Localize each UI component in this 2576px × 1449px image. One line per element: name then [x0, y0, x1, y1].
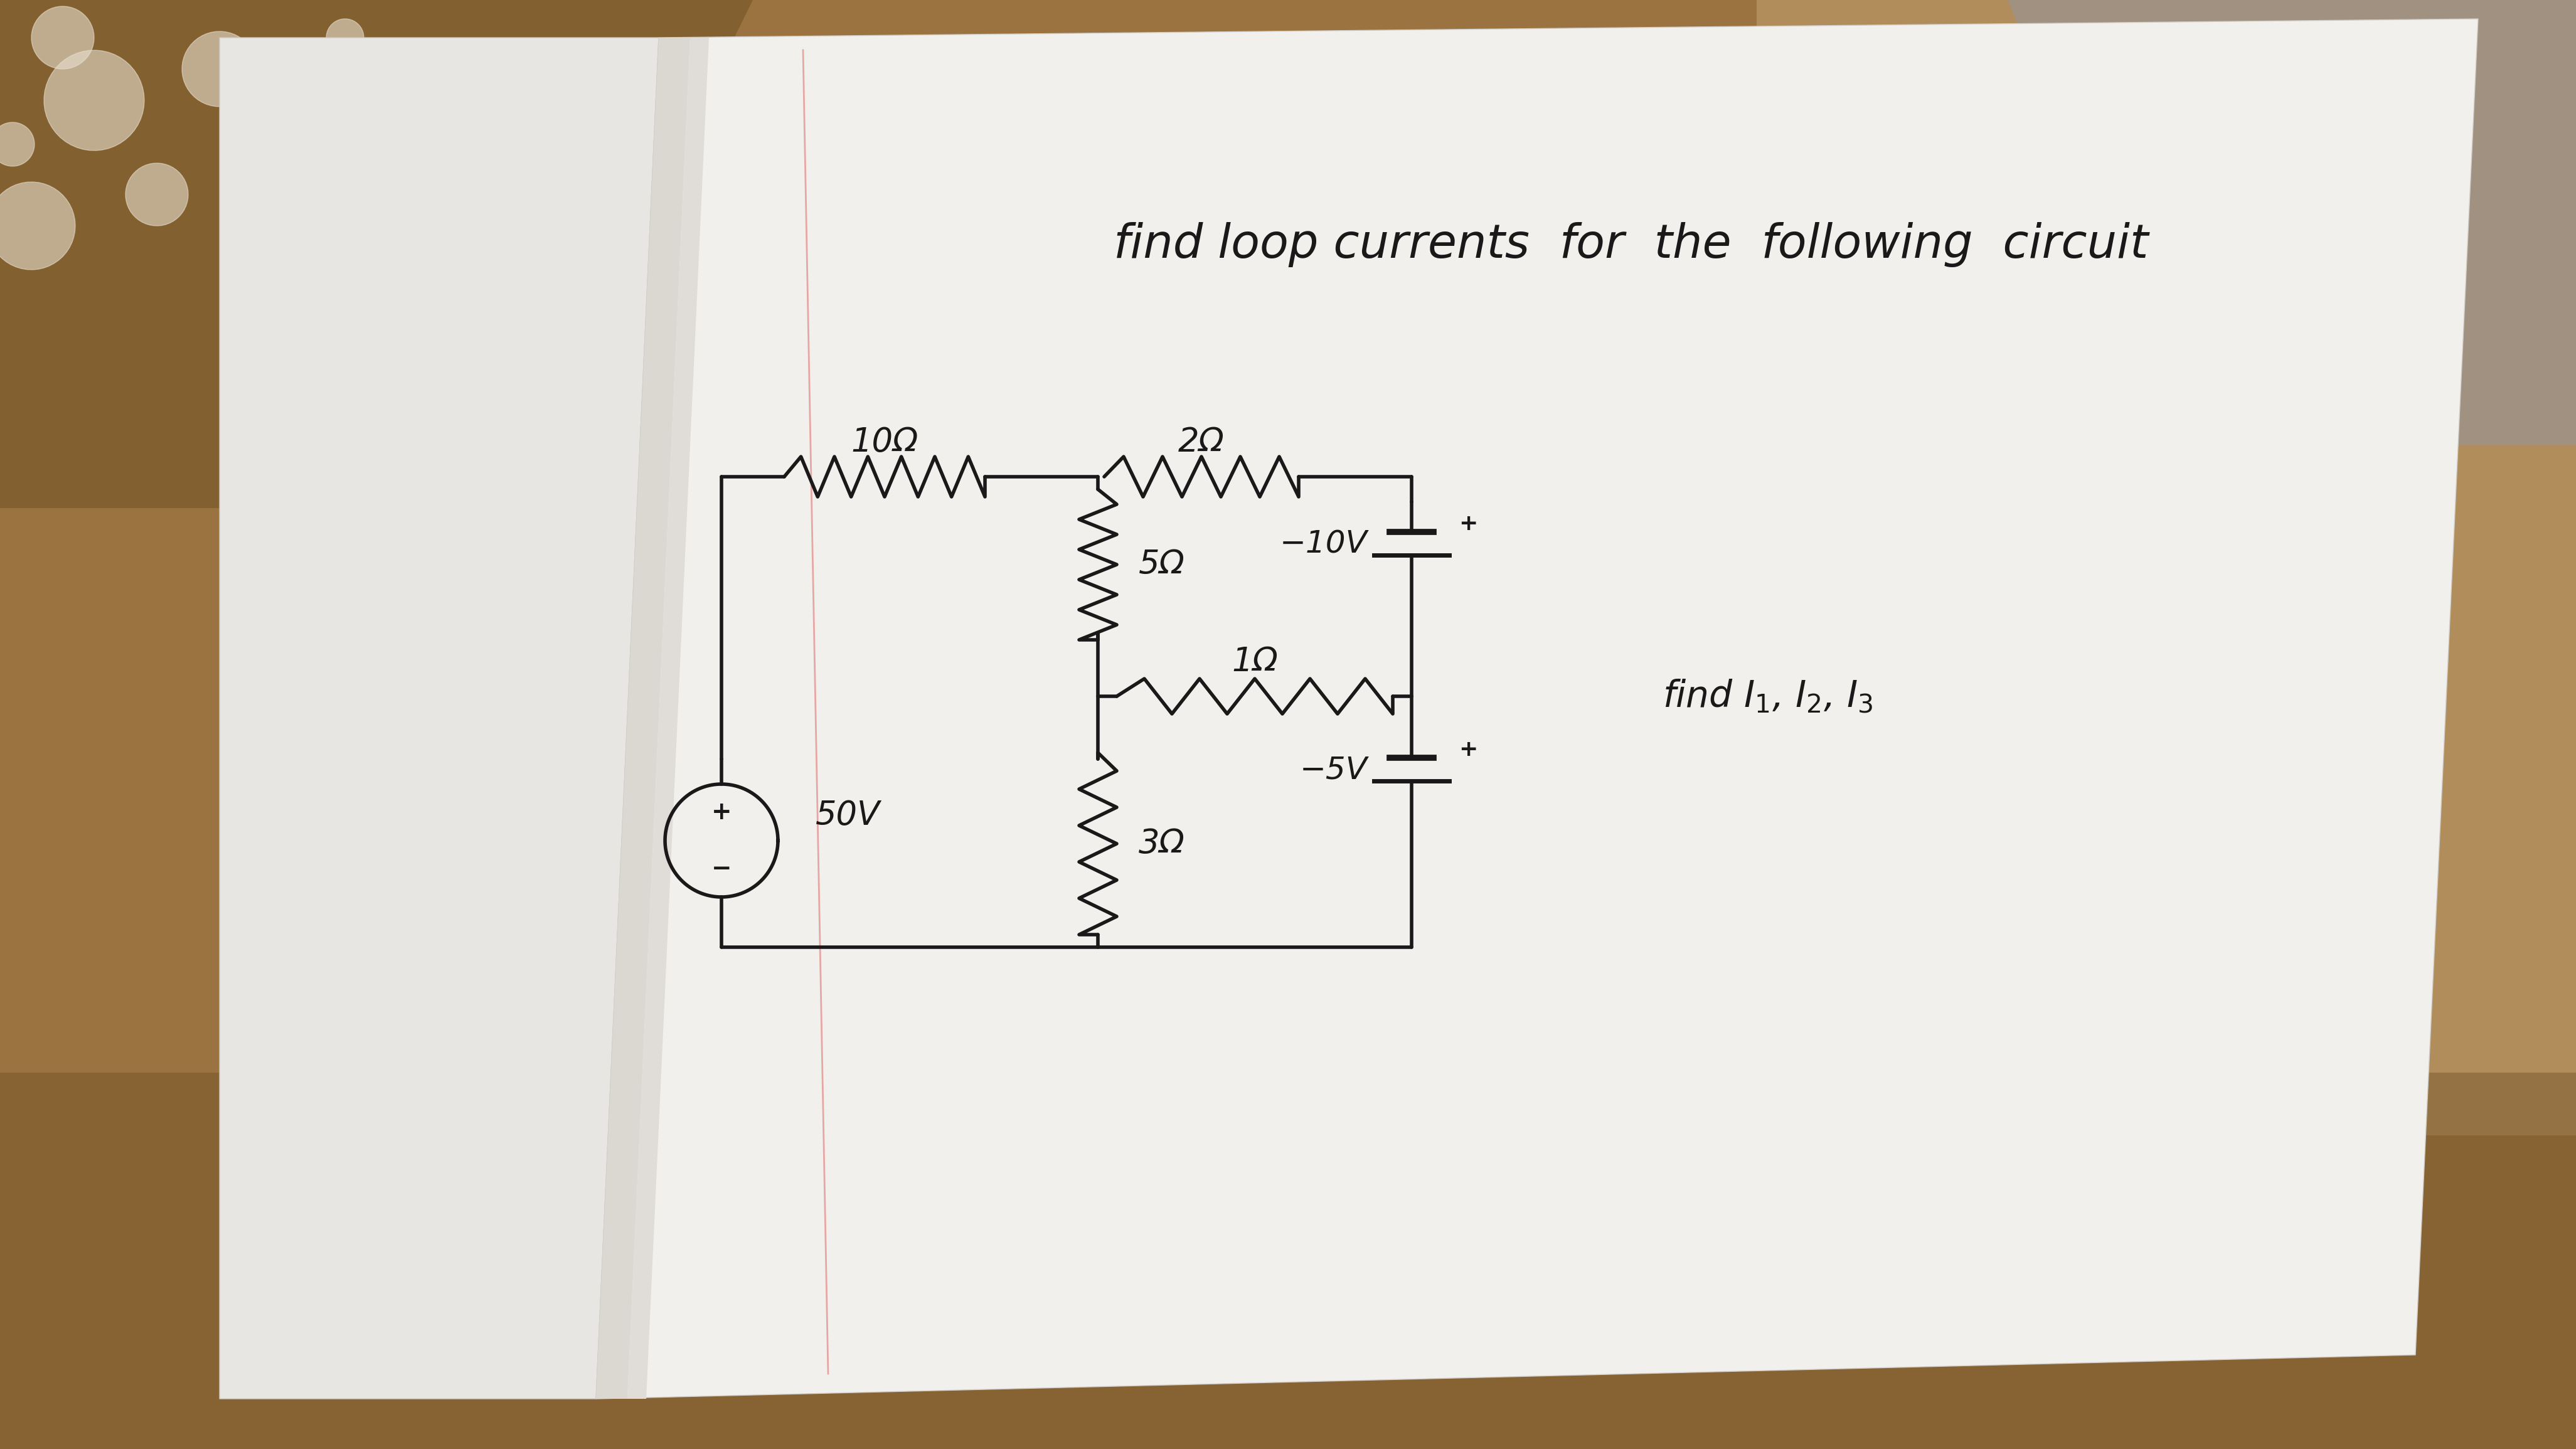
Polygon shape — [0, 122, 33, 167]
Polygon shape — [258, 107, 307, 156]
Text: 1Ω: 1Ω — [1231, 645, 1278, 678]
Polygon shape — [0, 183, 75, 270]
Polygon shape — [595, 19, 2478, 1398]
Polygon shape — [595, 38, 690, 1398]
Polygon shape — [44, 51, 144, 151]
Polygon shape — [31, 6, 95, 70]
Polygon shape — [0, 1072, 2576, 1449]
Text: 10Ω: 10Ω — [850, 426, 917, 458]
Polygon shape — [183, 32, 258, 107]
Text: +: + — [1458, 739, 1479, 761]
Text: 5Ω: 5Ω — [1139, 548, 1185, 581]
Polygon shape — [126, 164, 188, 226]
Polygon shape — [629, 38, 708, 1398]
Text: 50V: 50V — [817, 800, 881, 832]
Text: find loop currents  for  the  following  circuit: find loop currents for the following cir… — [1113, 222, 2148, 267]
Polygon shape — [1757, 0, 2576, 1136]
Text: −5V: −5V — [1301, 755, 1368, 785]
Text: find $\mathit{I_1}$, $\mathit{I_2}$, $\mathit{I_3}$: find $\mathit{I_1}$, $\mathit{I_2}$, $\m… — [1662, 678, 1873, 714]
Text: −: − — [711, 856, 732, 881]
Polygon shape — [219, 38, 659, 1398]
Text: +: + — [1458, 513, 1479, 535]
Text: 2Ω: 2Ω — [1177, 426, 1224, 458]
Text: +: + — [711, 800, 732, 824]
Polygon shape — [327, 19, 363, 57]
Polygon shape — [0, 0, 752, 509]
Text: −10V: −10V — [1280, 529, 1368, 559]
Text: 3Ω: 3Ω — [1139, 827, 1185, 861]
Polygon shape — [2007, 0, 2576, 445]
